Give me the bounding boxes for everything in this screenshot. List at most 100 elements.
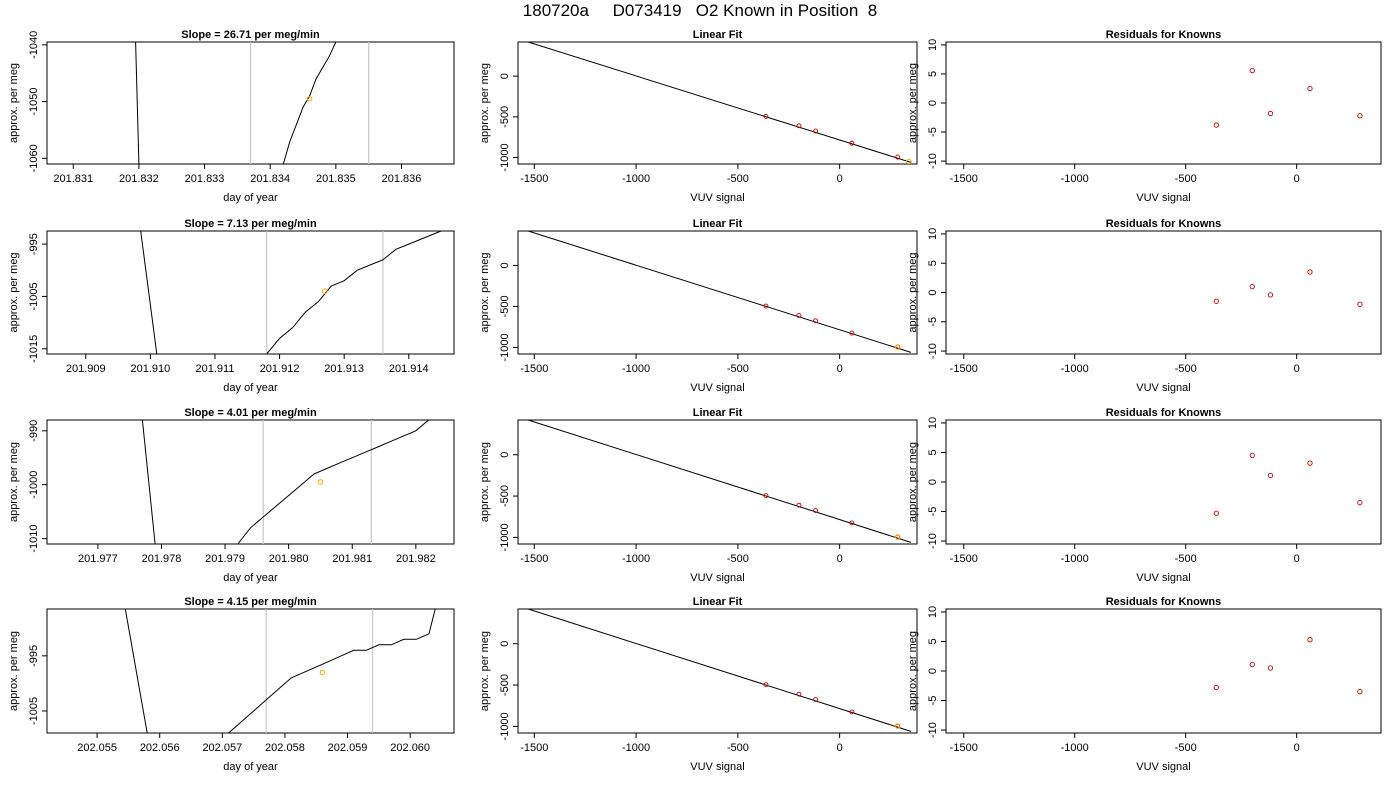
fit-line xyxy=(528,609,912,732)
residual-point xyxy=(1267,665,1274,671)
x-tick-label: -1000 xyxy=(1061,742,1089,754)
trace-line xyxy=(135,42,140,164)
x-tick-label: 201.834 xyxy=(250,173,290,185)
x-tick-label: 201.912 xyxy=(260,363,300,375)
y-tick-label: -10 xyxy=(927,343,939,359)
x-tick-label: -1500 xyxy=(520,742,548,754)
x-tick-label: 201.909 xyxy=(66,363,106,375)
residual-point xyxy=(1249,661,1255,668)
x-tick-label: -500 xyxy=(727,173,749,185)
trace-line xyxy=(282,42,337,164)
x-tick-label: -1000 xyxy=(1061,553,1089,565)
x-tick-label: -1500 xyxy=(950,742,978,754)
residual-point xyxy=(1357,301,1363,307)
residual-point xyxy=(1249,283,1255,290)
x-tick-label: 202.059 xyxy=(328,742,368,754)
known-point xyxy=(763,303,769,309)
x-tick-label: -1000 xyxy=(622,742,650,754)
panel-5: Linear Fit -1500 -1000 -500 0 -1000 -500 0 VUV s… xyxy=(479,218,918,394)
panel-title: Slope = 7.13 per meg/min xyxy=(184,218,317,230)
y-axis-label: approx. per meg xyxy=(8,631,20,711)
y-tick-label: 5 xyxy=(927,449,939,455)
y-tick-label: -5 xyxy=(927,317,939,327)
x-tick-label: 0 xyxy=(1294,553,1300,565)
plot-area xyxy=(1213,269,1363,307)
residual-point xyxy=(1249,67,1255,74)
plot-frame xyxy=(517,419,918,545)
x-axis-label: VUV signal xyxy=(690,192,744,204)
x-tick-label: -500 xyxy=(727,363,749,375)
sample-point xyxy=(894,723,901,729)
mean-marker xyxy=(321,288,328,294)
y-axis-label: approx. per meg xyxy=(8,442,20,522)
plot-frame xyxy=(517,230,918,355)
y-tick-label: 0 xyxy=(927,479,939,485)
y-tick-label: -500 xyxy=(499,106,511,128)
plot-frame xyxy=(945,230,1382,355)
x-tick-label: 0 xyxy=(1294,363,1300,375)
plot-frame xyxy=(517,608,918,734)
known-point xyxy=(813,128,819,134)
y-tick-label: -990 xyxy=(28,420,40,442)
x-tick-label: 201.833 xyxy=(185,173,225,185)
sample-point xyxy=(894,534,901,540)
plot-frame xyxy=(945,608,1382,734)
x-tick-label: 201.981 xyxy=(332,553,372,565)
x-axis-label: VUV signal xyxy=(690,572,744,584)
x-tick-label: -1500 xyxy=(950,553,978,565)
panel-title: Residuals for Knowns xyxy=(1106,218,1222,230)
trace-line xyxy=(140,231,158,354)
plot-area xyxy=(528,420,912,543)
plot-frame xyxy=(517,41,918,165)
residual-point xyxy=(1249,452,1255,459)
panel-title: Residuals for Knowns xyxy=(1106,29,1222,41)
panel-12: Residuals for Knowns -1500 -1000 -500 0 -10 -5… xyxy=(907,596,1382,773)
y-axis-label: approx. per meg xyxy=(907,63,919,143)
y-tick-label: -1000 xyxy=(499,523,511,551)
y-axis-label: approx. per meg xyxy=(8,252,20,332)
panel-title: Slope = 4.15 per meg/min xyxy=(184,596,317,608)
x-tick-label: -1500 xyxy=(950,363,978,375)
mean-marker xyxy=(317,479,324,485)
y-tick-label: -1005 xyxy=(28,697,40,725)
x-axis-label: VUV signal xyxy=(1136,382,1190,394)
y-tick-label: 0 xyxy=(499,73,511,79)
sample-point xyxy=(894,344,901,350)
plot-area xyxy=(1213,452,1363,516)
y-axis-label: approx. per meg xyxy=(8,63,20,143)
x-axis-label: day of year xyxy=(223,572,278,584)
plot-area xyxy=(1213,637,1363,695)
x-tick-label: 201.913 xyxy=(324,363,364,375)
residual-point xyxy=(1307,637,1313,643)
panel-3: Residuals for Knowns -1500 -1000 -500 0 -10 -5… xyxy=(907,29,1382,204)
y-tick-label: -995 xyxy=(28,645,40,667)
plot-area xyxy=(528,42,912,164)
known-point xyxy=(849,520,855,526)
plot-frame xyxy=(46,230,455,355)
y-axis-label: approx. per meg xyxy=(479,442,491,522)
residual-point xyxy=(1357,113,1363,119)
residual-point xyxy=(1307,269,1313,275)
known-point xyxy=(796,691,802,697)
residual-point xyxy=(1267,472,1274,479)
x-tick-label: -1000 xyxy=(622,363,650,375)
y-axis-label: approx. per meg xyxy=(479,631,491,711)
y-tick-label: 10 xyxy=(927,39,939,51)
trace-line xyxy=(237,420,429,544)
known-point xyxy=(813,508,819,513)
panel-title: Residuals for Knowns xyxy=(1106,407,1222,419)
x-axis-label: day of year xyxy=(223,192,278,204)
residual-point xyxy=(1307,85,1313,92)
known-point xyxy=(849,709,855,715)
x-tick-label: -500 xyxy=(1175,553,1197,565)
panel-2: Linear Fit -1500 -1000 -500 0 -1000 -500 0 VUV s… xyxy=(479,29,918,204)
x-tick-label: -1500 xyxy=(950,173,978,185)
x-tick-label: 0 xyxy=(837,173,843,185)
y-tick-label: -1000 xyxy=(499,333,511,361)
x-axis-label: VUV signal xyxy=(690,761,744,773)
panel-4: Slope = 7.13 per meg/min 201.909 201.910 20… xyxy=(8,218,455,394)
x-tick-label: -1000 xyxy=(1061,173,1089,185)
known-point xyxy=(895,154,901,160)
y-tick-label: -1005 xyxy=(28,282,40,310)
